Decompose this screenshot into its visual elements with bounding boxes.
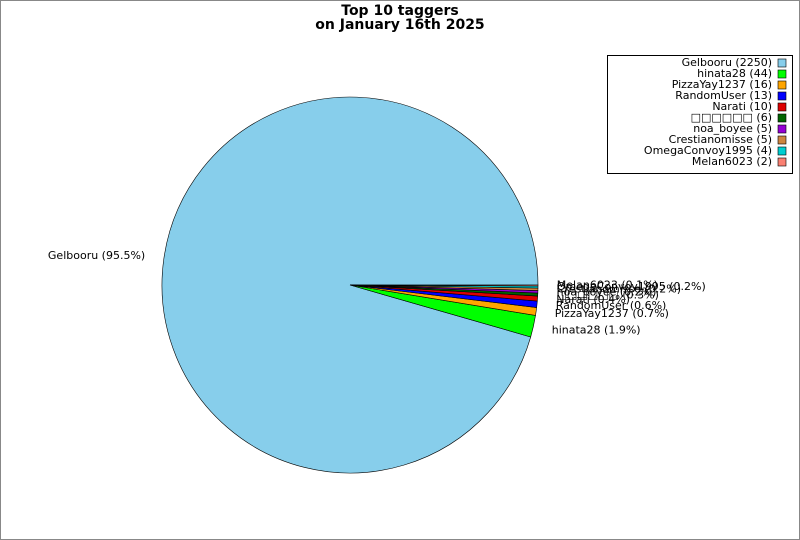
chart-title: on January 16th 2025	[315, 17, 484, 33]
legend-swatch	[777, 157, 787, 167]
legend-label: Crestianomisse (5)	[669, 133, 772, 146]
legend-label: hinata28 (44)	[697, 67, 772, 80]
legend-label: noa_boyee (5)	[693, 122, 772, 135]
slice-label: hinata28 (1.9%)	[552, 323, 641, 336]
legend-swatch	[777, 58, 787, 68]
legend-swatch	[777, 113, 787, 123]
legend-swatch	[777, 69, 787, 79]
legend-label: PizzaYay1237 (16)	[672, 78, 772, 91]
legend-swatch	[777, 146, 787, 156]
slice-label: noa_boyee (0.2%)	[557, 285, 657, 298]
legend-swatch	[777, 102, 787, 112]
slice-label: Melan6023 (0.1%)	[557, 279, 658, 292]
slice-label: Gelbooru (95.5%)	[48, 249, 145, 262]
legend-swatch	[777, 80, 787, 90]
legend-box	[607, 55, 793, 174]
legend-label: OmegaConvoy1995 (4)	[644, 144, 772, 157]
legend-label: Melan6023 (2)	[692, 155, 772, 168]
legend-label: Gelbooru (2250)	[682, 56, 772, 69]
slice-label: □□□□□□ (0.3%)	[557, 288, 659, 301]
legend-label: RandomUser (13)	[675, 89, 772, 102]
slice-label: OmegaConvoy1995 (0.2%)	[557, 280, 706, 293]
slice-label: Narati (0.4%)	[556, 293, 630, 306]
slice-label: PizzaYay1237 (0.7%)	[555, 307, 669, 320]
legend-swatch	[777, 91, 787, 101]
slice-label: RandomUser (0.6%)	[556, 299, 667, 312]
legend-swatch	[777, 135, 787, 145]
legend-label: □□□□□□ (6)	[691, 111, 772, 124]
slice-label: Crestianomisse (0.2%)	[557, 283, 681, 296]
chart-title: Top 10 taggers	[341, 3, 458, 19]
legend-label: Narati (10)	[712, 100, 772, 113]
legend-swatch	[777, 124, 787, 134]
pie-slice	[349, 284, 539, 287]
